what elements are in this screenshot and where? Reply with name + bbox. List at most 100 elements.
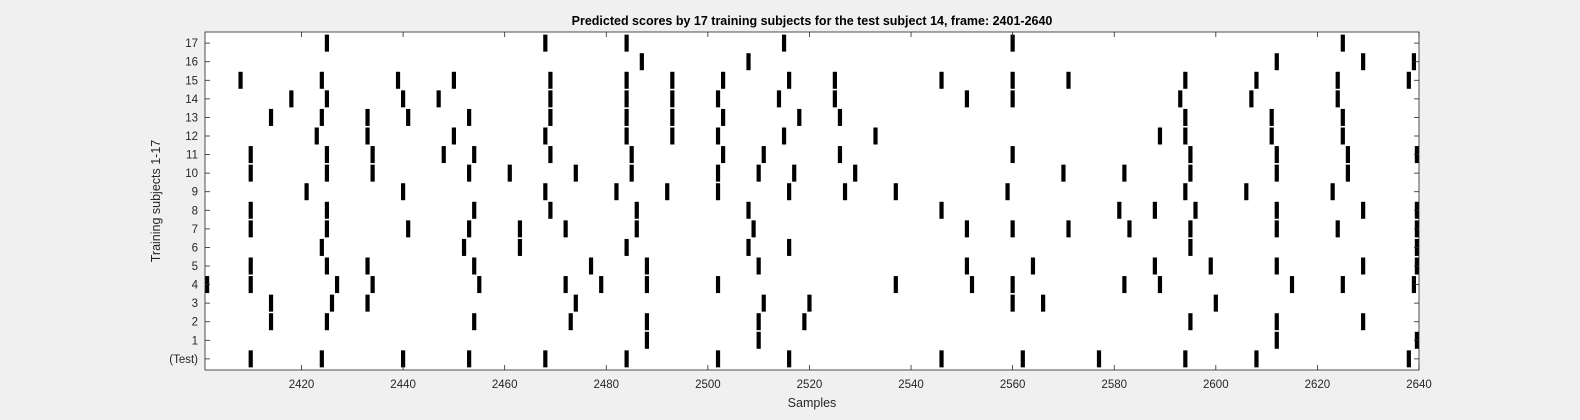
event-mark [1340, 34, 1345, 52]
event-mark [406, 220, 411, 238]
event-mark [1178, 90, 1183, 108]
event-mark [1335, 71, 1340, 89]
event-mark [614, 183, 619, 201]
event-mark [472, 146, 477, 164]
event-mark [893, 276, 898, 294]
event-mark [624, 127, 629, 145]
x-tick-label: 2420 [289, 379, 315, 391]
event-mark [832, 90, 837, 108]
event-mark [721, 146, 726, 164]
event-mark [248, 350, 253, 368]
event-mark [1244, 183, 1249, 201]
event-mark [268, 108, 274, 126]
event-mark [1249, 90, 1254, 108]
plot-frame [204, 31, 1420, 371]
event-mark [1061, 164, 1066, 182]
event-mark [517, 220, 523, 238]
event-mark [1254, 71, 1259, 89]
x-tick-label: 2500 [695, 379, 721, 391]
event-mark [644, 276, 650, 294]
event-mark [543, 350, 548, 368]
event-mark [1188, 238, 1193, 256]
event-mark [370, 146, 375, 164]
event-mark [756, 331, 761, 349]
event-mark [1188, 164, 1193, 182]
event-mark [1335, 90, 1340, 108]
y-tick-label: 5 [192, 261, 198, 273]
event-mark [761, 294, 766, 312]
event-mark [334, 276, 340, 294]
event-mark [1274, 164, 1279, 182]
event-mark [964, 90, 970, 108]
event-mark [365, 108, 370, 126]
event-mark [1254, 350, 1259, 368]
event-mark [401, 90, 406, 108]
event-mark [1269, 108, 1274, 126]
event-mark [467, 350, 472, 368]
event-mark [1066, 220, 1071, 238]
x-tick-label: 2580 [1101, 379, 1127, 391]
event-mark [842, 183, 848, 201]
event-mark [599, 276, 604, 294]
event-mark [472, 257, 477, 275]
x-tick-label: 2620 [1305, 379, 1331, 391]
event-mark [670, 108, 675, 126]
event-mark [1188, 146, 1193, 164]
event-mark [670, 127, 675, 145]
event-mark [964, 257, 970, 275]
x-tick-label: 2520 [797, 379, 823, 391]
event-mark [1152, 201, 1157, 219]
event-mark [629, 146, 634, 164]
event-mark [472, 201, 477, 219]
event-mark [1361, 257, 1366, 275]
event-mark [1183, 183, 1188, 201]
event-mark [1183, 127, 1188, 145]
event-mark [319, 238, 324, 256]
event-mark [467, 108, 472, 126]
event-mark [1411, 276, 1417, 294]
event-mark [568, 313, 573, 331]
event-mark [893, 183, 898, 201]
event-mark [751, 220, 756, 238]
event-mark [832, 71, 837, 89]
event-mark [1274, 313, 1279, 331]
event-mark [451, 71, 456, 89]
event-mark [1335, 220, 1340, 238]
event-mark [756, 313, 761, 331]
x-axis-label: Samples [788, 396, 837, 410]
event-mark [365, 294, 370, 312]
event-mark [319, 71, 324, 89]
event-mark [441, 146, 446, 164]
event-mark [746, 201, 751, 219]
event-mark [1157, 276, 1163, 294]
event-mark [1340, 276, 1345, 294]
event-mark [1340, 108, 1345, 126]
event-mark [324, 164, 330, 182]
y-tick-label: 14 [185, 94, 198, 106]
event-mark [781, 34, 787, 52]
event-mark [1030, 257, 1036, 275]
event-mark [715, 90, 721, 108]
event-mark [365, 127, 370, 145]
event-mark [1406, 350, 1411, 368]
event-mark [1010, 34, 1015, 52]
event-mark [451, 127, 456, 145]
event-mark [1183, 108, 1188, 126]
event-mark [644, 313, 650, 331]
event-mark [517, 238, 523, 256]
y-tick-label: 9 [192, 187, 198, 199]
event-mark [1010, 220, 1015, 238]
event-mark [670, 71, 675, 89]
event-mark [1274, 220, 1279, 238]
chart-title: Predicted scores by 17 training subjects… [572, 14, 1053, 28]
y-tick-label: 12 [185, 131, 198, 143]
event-mark [837, 146, 843, 164]
event-mark [248, 220, 253, 238]
event-mark [634, 201, 639, 219]
event-mark [797, 108, 802, 126]
event-mark [1010, 90, 1015, 108]
event-mark [319, 108, 324, 126]
event-mark [461, 238, 467, 256]
event-mark [1041, 294, 1046, 312]
